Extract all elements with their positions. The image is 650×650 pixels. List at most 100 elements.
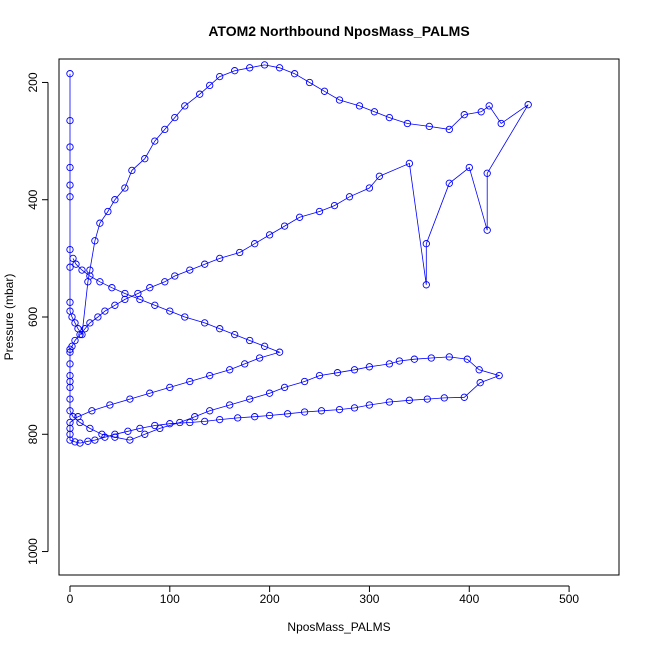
data-point (275, 64, 284, 72)
data-point (69, 413, 77, 421)
y-tick-label: 200 (26, 72, 40, 92)
data-point (66, 377, 74, 386)
data-point (66, 360, 74, 368)
data-point (71, 319, 79, 327)
data-point (72, 260, 80, 268)
data-point (68, 313, 76, 321)
x-tick-label: 100 (160, 592, 180, 606)
data-point (86, 424, 94, 433)
data-point (101, 307, 109, 315)
plot-area (66, 61, 532, 447)
x-tick-label: 0 (67, 592, 74, 606)
data-point (66, 424, 74, 433)
data-point (231, 330, 239, 339)
data-point (427, 354, 435, 362)
data-point (476, 379, 484, 387)
data-point (111, 433, 119, 441)
data-point (283, 410, 292, 418)
data-point (126, 395, 134, 403)
data-point (88, 407, 96, 415)
data-point (86, 319, 94, 327)
data-point (350, 366, 359, 374)
data-point (201, 319, 209, 327)
data-point (191, 413, 199, 421)
data-point (365, 184, 374, 192)
data-point (465, 163, 473, 172)
x-axis-label: NposMass_PALMS (287, 620, 390, 634)
data-point (66, 407, 74, 415)
data-point (81, 325, 89, 333)
data-point (106, 401, 114, 409)
data-point (477, 108, 485, 116)
data-point (66, 383, 74, 392)
data-point (375, 172, 384, 180)
data-point (66, 263, 74, 271)
chart-title: ATOM2 Northbound NposMass_PALMS (208, 23, 469, 39)
data-point (136, 424, 144, 433)
data-point (111, 430, 119, 438)
data-point (295, 213, 304, 221)
data-point (345, 193, 354, 201)
data-point (231, 67, 239, 75)
data-point (111, 196, 119, 204)
data-point (265, 231, 274, 239)
data-point (86, 266, 94, 274)
data-point (66, 436, 74, 444)
data-point (300, 377, 309, 386)
data-point (246, 395, 254, 403)
data-point (171, 272, 179, 280)
data-point (66, 193, 74, 201)
x-tick-label: 200 (260, 592, 280, 606)
data-point (136, 295, 144, 304)
data-point (66, 345, 74, 353)
data-point (66, 430, 74, 438)
data-point (66, 143, 74, 151)
data-point (94, 313, 102, 321)
data-point (161, 278, 169, 286)
data-point (370, 108, 379, 116)
data-point (280, 383, 289, 392)
data-point (108, 284, 116, 292)
data-point (236, 248, 244, 257)
data-point (385, 398, 394, 406)
data-point (445, 353, 453, 361)
data-point (66, 245, 74, 254)
data-point (280, 222, 289, 230)
data-point (403, 119, 412, 128)
x-tick-label: 500 (559, 592, 579, 606)
data-point (241, 360, 249, 368)
data-point (146, 389, 154, 397)
data-point (320, 87, 329, 95)
data-point (265, 411, 274, 420)
data-point (71, 438, 79, 446)
data-point (96, 219, 104, 227)
data-point (121, 295, 129, 304)
data-point (365, 401, 374, 409)
y-tick-label: 1000 (26, 538, 40, 565)
data-point (161, 125, 169, 134)
data-point (69, 254, 77, 263)
data-point (275, 348, 284, 356)
data-point (445, 125, 453, 134)
data-point (124, 427, 132, 435)
data-point (66, 298, 74, 306)
plot-frame (58, 58, 620, 576)
data-point (425, 122, 433, 131)
axes: 0 100 200 300 400 500 200 400 600 800 1000 (26, 72, 579, 606)
data-point (186, 418, 194, 427)
data-point (126, 436, 134, 444)
data-point (66, 163, 74, 172)
data-point (216, 325, 224, 333)
data-point (246, 336, 254, 345)
data-point (186, 266, 194, 274)
data-point (166, 383, 174, 392)
data-point (460, 111, 468, 119)
x-tick-label: 300 (359, 592, 379, 606)
data-point (405, 396, 414, 404)
data-point (176, 418, 184, 427)
data-point (151, 301, 159, 309)
data-point (96, 278, 104, 286)
data-point (141, 430, 149, 438)
data-point (226, 401, 234, 409)
data-point (101, 433, 109, 441)
